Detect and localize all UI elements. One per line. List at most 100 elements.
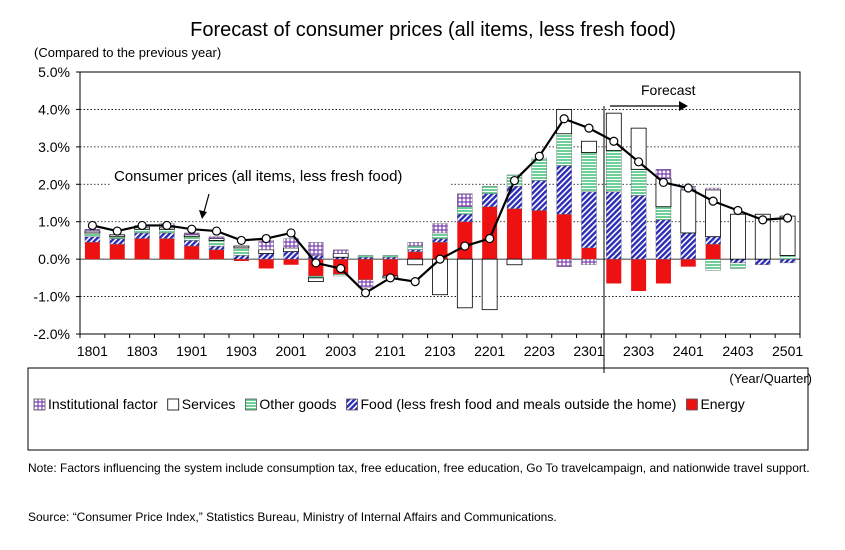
cpi-point [708, 196, 718, 206]
bar-segment [506, 258, 523, 266]
bar-stack [283, 238, 299, 265]
bar-segment [184, 240, 200, 247]
bar-segment [432, 223, 448, 234]
y-tick-label: 5.0% [38, 64, 70, 80]
bar-segment [109, 238, 125, 245]
cpi-line [87, 114, 793, 298]
y-tick-label: 2.0% [38, 176, 70, 192]
cpi-point [286, 228, 296, 238]
cpi-point [112, 226, 122, 236]
y-tick-label: 0.0% [38, 251, 70, 267]
legend-swatch [167, 398, 180, 411]
bar-segment [779, 255, 796, 260]
line-annotation-arrow-head [199, 210, 207, 219]
x-tick-label: 1801 [77, 343, 108, 359]
bar-segment [506, 208, 522, 260]
y-axis-ticks: 5.0% 4.0% 3.0% 2.0% 1.0% 0.0% -1.0% -2.0% [33, 64, 80, 342]
bar-segment [581, 140, 597, 153]
bar-segment [407, 251, 423, 260]
bar-stack [183, 232, 200, 260]
bar-segment [209, 249, 225, 260]
legend-box [27, 367, 809, 451]
y-axis-label: (Compared to the previous year) [34, 45, 221, 60]
bar-segment [755, 258, 771, 265]
cpi-point [236, 235, 246, 246]
forecast-marker: Forecast [603, 82, 696, 373]
cpi-point [609, 136, 619, 146]
bar-segment [556, 258, 572, 267]
legend-label: Institutional factor [48, 396, 158, 412]
bar-segment [730, 262, 746, 269]
bar-segment [506, 185, 523, 209]
bar-segment [556, 214, 572, 260]
forecast-label: Forecast [641, 82, 696, 98]
bar-segment [208, 240, 225, 247]
bar-segment [631, 259, 647, 291]
bar-stack [258, 240, 275, 269]
x-tick-label: 1903 [226, 343, 257, 359]
bar-stack [481, 185, 498, 311]
cpi-point [360, 288, 371, 298]
x-axis-label: (Year/Quarter) [729, 371, 812, 386]
legend-label: Food (less fresh food and meals outside … [360, 396, 676, 412]
cpi-point [460, 241, 470, 251]
cpi-point [137, 220, 147, 231]
bar-segment [407, 258, 424, 266]
bar-segment [630, 195, 647, 260]
bar-segment [754, 213, 771, 260]
bar-segment [159, 232, 175, 239]
bar-segment [680, 232, 696, 260]
bar-segment [233, 259, 249, 262]
bar-stack [779, 215, 796, 264]
bar-segment [680, 189, 697, 234]
cpi-point [634, 157, 644, 167]
bar-segment [481, 185, 498, 194]
bar-segment [283, 259, 299, 265]
bar-segment [332, 249, 349, 254]
bar-segment [581, 247, 597, 260]
note-text: Note: Factors influencing the system inc… [28, 461, 810, 475]
bar-segment [184, 236, 200, 241]
bar-segment [258, 249, 275, 254]
bar-segment [457, 221, 473, 260]
bar-segment [208, 238, 225, 241]
bar-stack [655, 169, 672, 284]
x-tick-label: 2403 [722, 343, 753, 359]
y-tick-label: 1.0% [38, 214, 70, 230]
cpi-point [584, 123, 594, 133]
y-tick-label: 4.0% [38, 101, 70, 117]
bar-segment [606, 191, 622, 260]
bar-stack [208, 236, 225, 260]
bar-segment [382, 259, 398, 276]
cpi-point [261, 233, 271, 244]
cpi-point [509, 175, 520, 186]
x-tick-label: 2101 [375, 343, 406, 359]
bar-segment [581, 191, 597, 249]
bar-stack [134, 225, 150, 260]
cpi-point [87, 220, 98, 231]
line-annotation-bg [110, 164, 450, 186]
cpi-point [410, 277, 420, 287]
bar-segment [457, 206, 473, 215]
bar-segment [432, 242, 448, 260]
bar-segment [581, 152, 597, 192]
line-annotation-label: Consumer prices (all items, less fresh f… [114, 168, 402, 185]
bar-segment [556, 165, 572, 215]
bar-segment [307, 277, 324, 283]
cpi-point [336, 263, 346, 274]
bar-stack [630, 127, 647, 291]
legend: Institutional factor Services Other goods F… [33, 396, 745, 412]
x-tick-label: 2303 [623, 343, 654, 359]
bar-segment [84, 236, 101, 243]
bar-segment [283, 247, 299, 253]
legend-label: Energy [700, 396, 744, 412]
bar-stack [680, 185, 697, 267]
x-tick-label: 2003 [325, 343, 356, 359]
cpi-point [758, 215, 768, 225]
bar-segment [531, 180, 548, 211]
bar-segment [730, 213, 746, 260]
cpi-point [162, 220, 172, 231]
bar-segment [134, 232, 150, 239]
bar-stack [233, 245, 250, 262]
legend-swatch [346, 398, 358, 411]
